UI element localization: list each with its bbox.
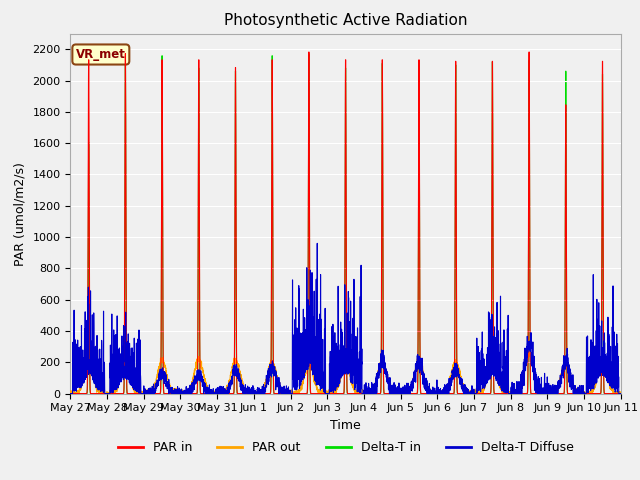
X-axis label: Time: Time (330, 419, 361, 432)
Title: Photosynthetic Active Radiation: Photosynthetic Active Radiation (224, 13, 467, 28)
Text: VR_met: VR_met (76, 48, 126, 61)
Y-axis label: PAR (umol/m2/s): PAR (umol/m2/s) (14, 162, 27, 265)
Legend: PAR in, PAR out, Delta-T in, Delta-T Diffuse: PAR in, PAR out, Delta-T in, Delta-T Dif… (113, 436, 579, 459)
